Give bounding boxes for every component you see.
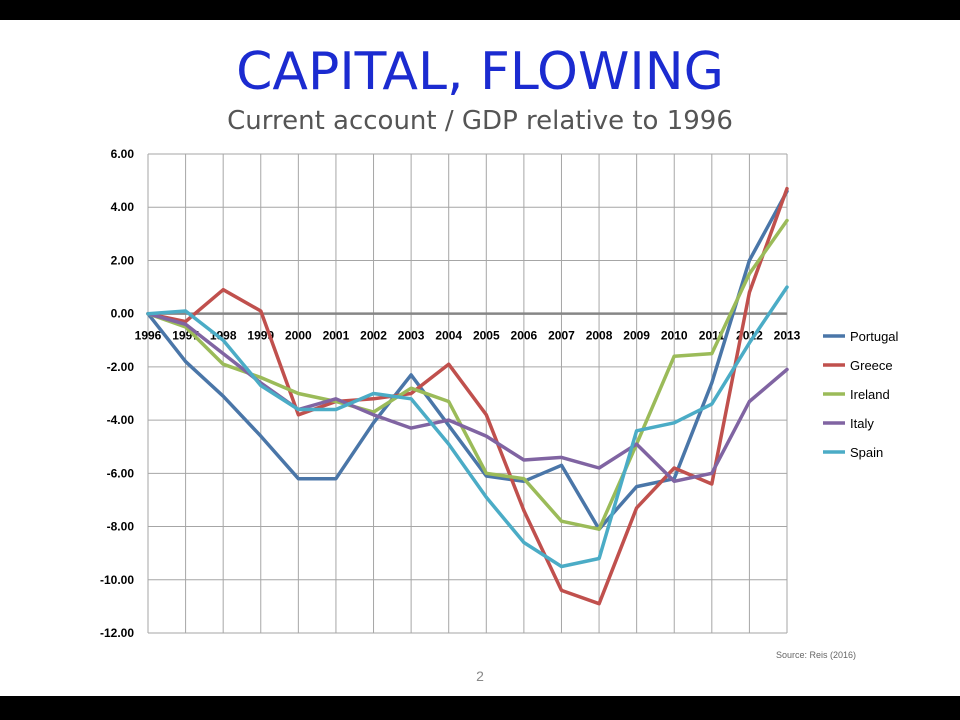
x-tick-label: 2008 [586,329,613,343]
x-tick-label: 2001 [323,329,350,343]
x-tick-label: 2005 [473,329,500,343]
x-tick-label: 2013 [774,329,801,343]
x-tick-label: 2000 [285,329,312,343]
y-tick-label: -12.00 [100,626,134,640]
slide-subtitle: Current account / GDP relative to 1996 [227,106,733,136]
y-tick-label: -4.00 [107,413,135,427]
y-tick-label: -2.00 [107,360,135,374]
y-tick-label: 2.00 [111,253,135,267]
line-chart: 6.00 4.00 2.00 0.00 -2.00 -4.00 -6.00 -8.00 -10.… [100,147,899,640]
y-tick-label: -6.00 [107,466,135,480]
series-line-spain [146,285,789,569]
legend-label: Spain [850,445,883,460]
x-tick-label: 2006 [511,329,538,343]
source-note: Source: Reis (2016) [776,650,857,660]
y-tick-label: 4.00 [111,200,135,214]
page-number: 2 [476,668,484,684]
series-line-portugal [146,189,789,531]
x-tick-label: 1998 [210,329,237,343]
x-tick-label: 1996 [135,329,162,343]
legend-label: Italy [850,416,874,431]
series-line-greece [146,186,789,606]
y-tick-label: 0.00 [111,307,135,321]
x-tick-label: 2002 [360,329,387,343]
x-tick-label: 2010 [661,329,688,343]
y-tick-label: 6.00 [111,147,135,161]
y-tick-label: -10.00 [100,573,134,587]
x-tick-label: 2004 [435,329,462,343]
legend-label: Greece [850,358,893,373]
x-tick-label: 2003 [398,329,425,343]
y-tick-label: -8.00 [107,520,135,534]
slide: CAPITAL, FLOWING Current account / GDP r… [0,20,960,696]
x-tick-label: 2009 [623,329,650,343]
series-line-ireland [146,218,789,531]
legend-label: Ireland [850,387,890,402]
legend-label: Portugal [850,329,899,344]
x-tick-label: 2007 [548,329,575,343]
slide-title: CAPITAL, FLOWING [236,42,724,102]
series-line-italy [146,311,789,484]
